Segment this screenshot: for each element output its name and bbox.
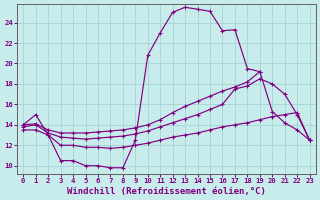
- X-axis label: Windchill (Refroidissement éolien,°C): Windchill (Refroidissement éolien,°C): [67, 187, 266, 196]
